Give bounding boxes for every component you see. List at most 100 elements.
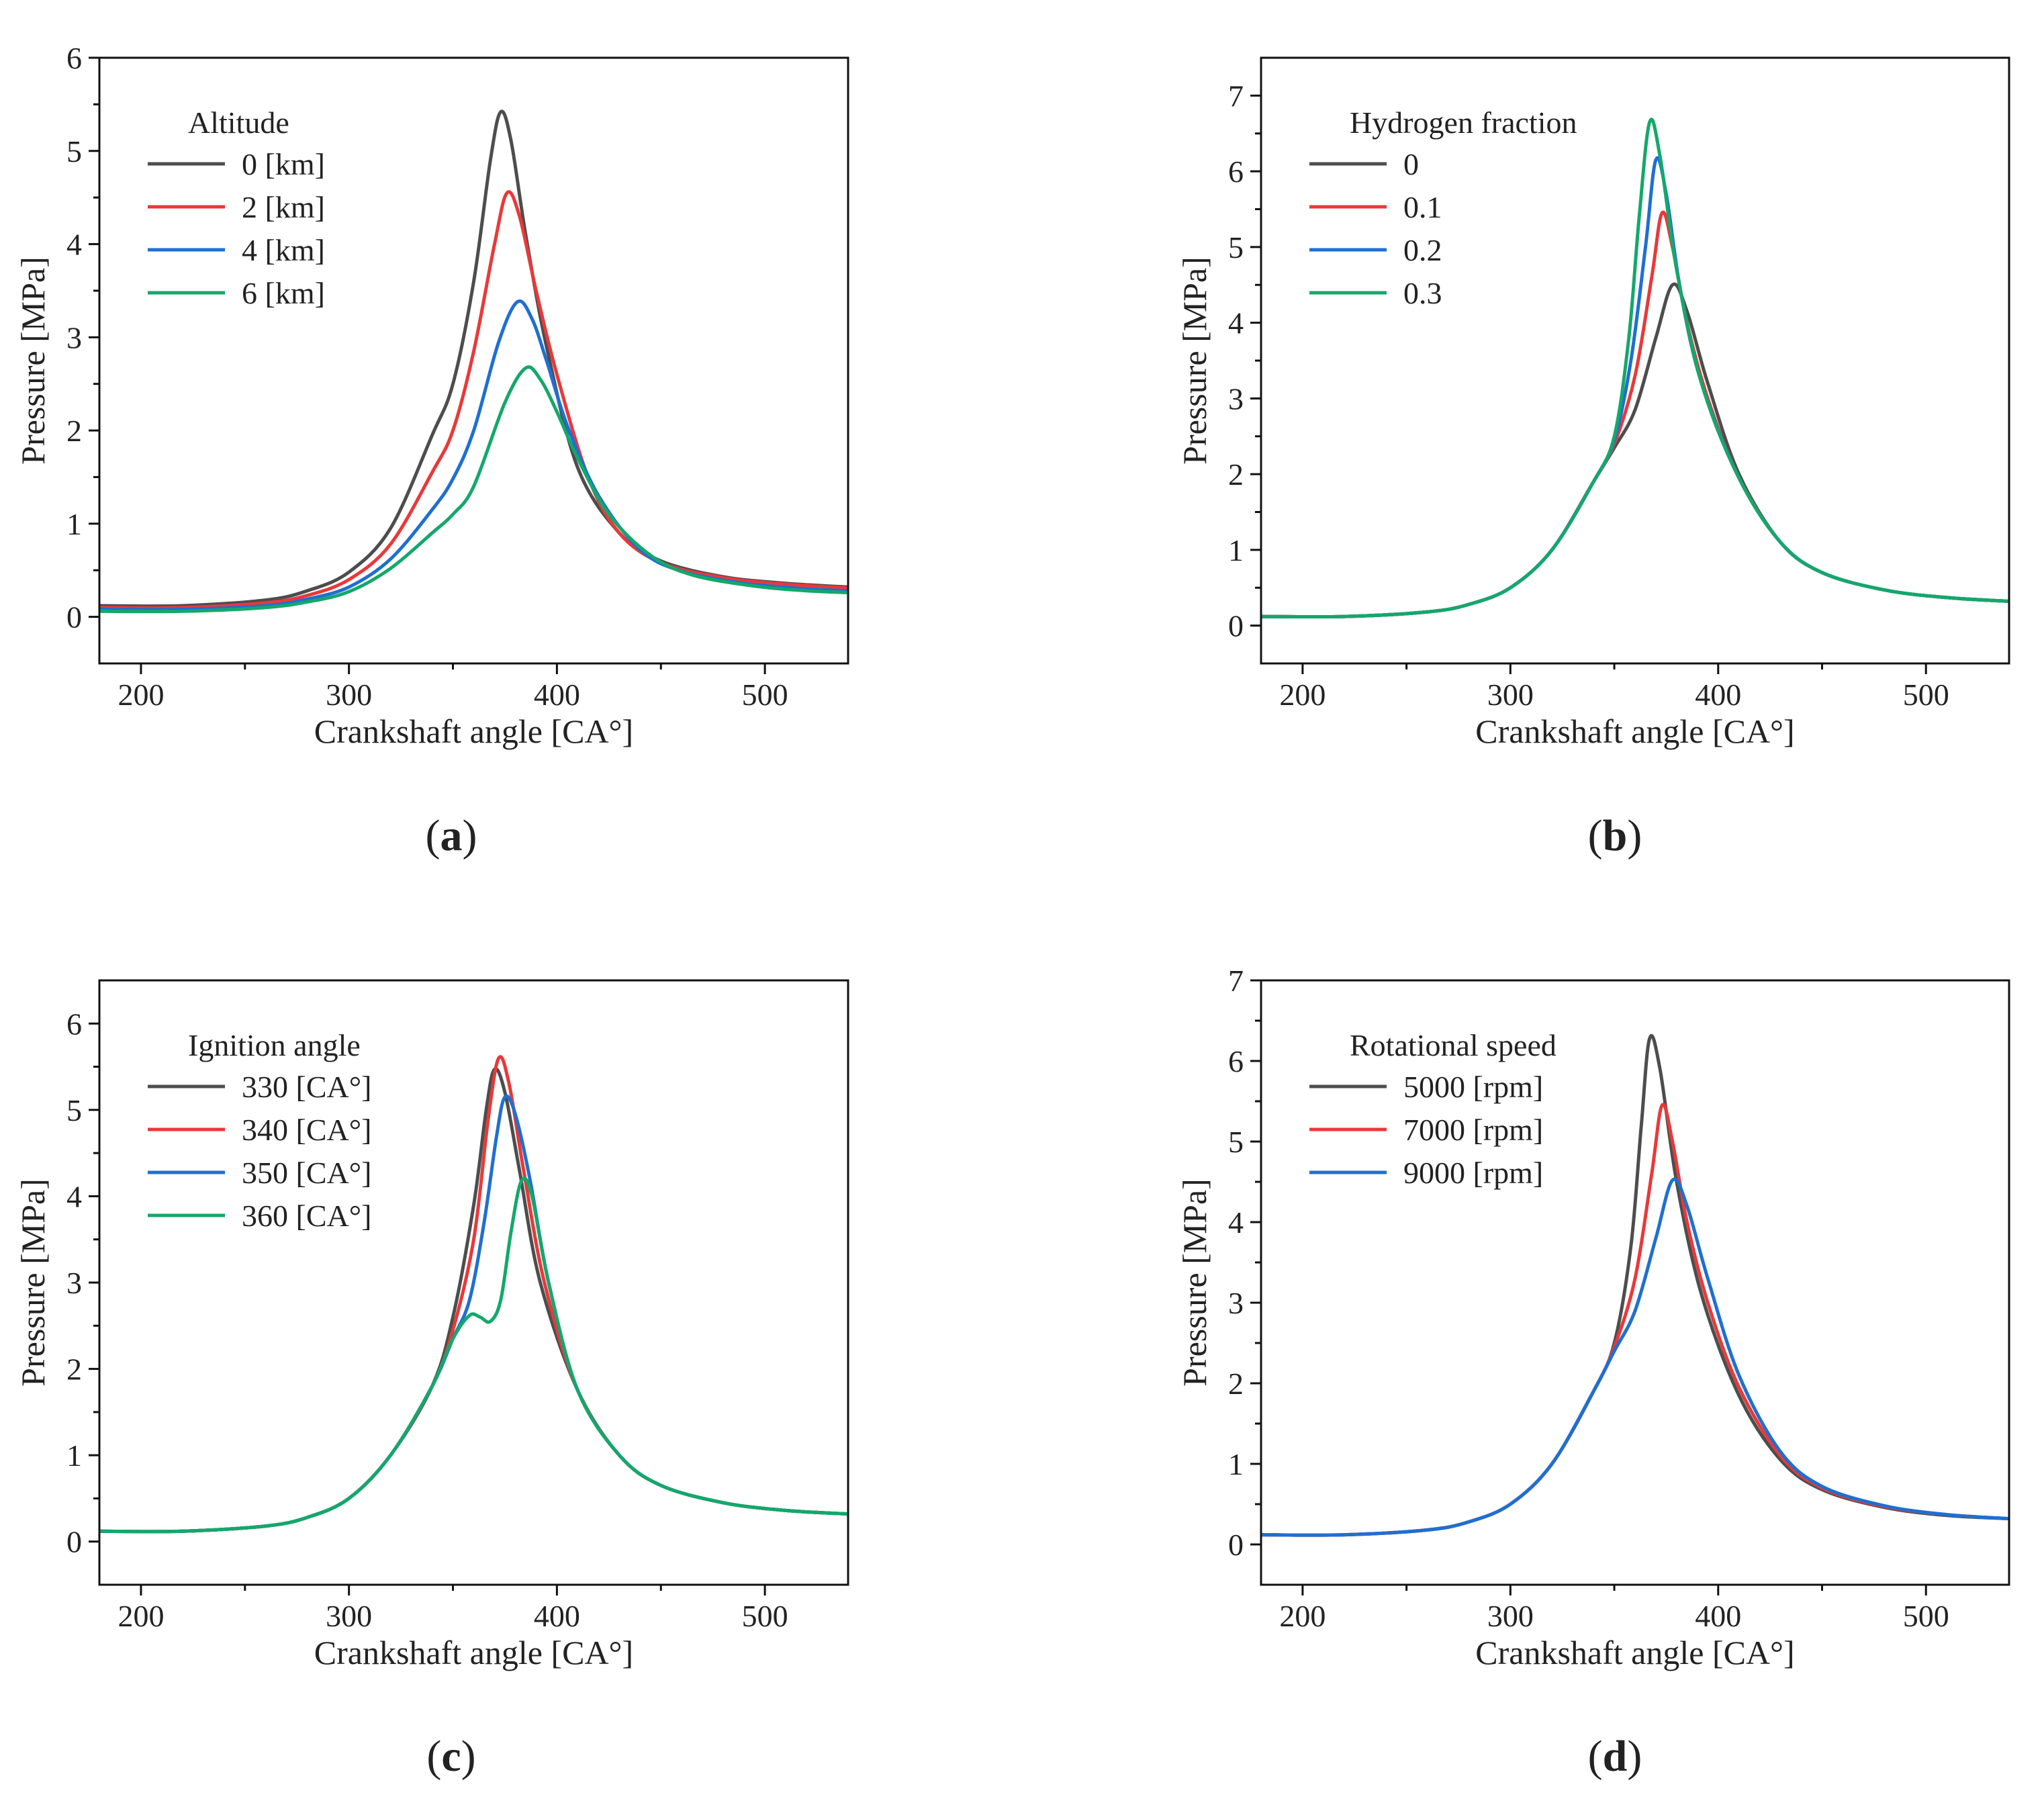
chart-c-legend-title: Ignition angle <box>188 1028 361 1062</box>
chart-b: 200 300 400 500 0 1 2 3 4 5 6 7 Crankshaft angle [CA… <box>1176 56 2010 860</box>
chart-c-legend-label-2: 340 [CA°] <box>242 1113 371 1147</box>
chart-d-ytick-label-5: 5 <box>1228 1125 1244 1159</box>
chart-b-ytick-label-5: 5 <box>1228 230 1244 265</box>
chart-b-xtick-label-500: 500 <box>1903 678 1949 712</box>
chart-c-legend: Ignition angle 330 [CA°] 340 [CA°] 350 [CA°… <box>148 1028 371 1233</box>
chart-b-ytick-label-4: 4 <box>1228 306 1244 340</box>
chart-d-xtick-label-200: 200 <box>1279 1599 1326 1633</box>
chart-b-series-group <box>1261 118 2009 619</box>
chart-a-xtick-label-300: 300 <box>326 678 372 712</box>
chart-a-legend-title: Altitude <box>188 105 289 140</box>
chart-c-xtick-label-200: 200 <box>118 1599 164 1633</box>
chart-a-series-group <box>99 109 848 614</box>
chart-d-ytick-label-3: 3 <box>1228 1286 1244 1320</box>
chart-c-legend-label-3: 350 [CA°] <box>242 1156 371 1190</box>
chart-b-panel-label-close: ) <box>1627 811 1642 860</box>
chart-b-xtick-label-200: 200 <box>1279 678 1326 712</box>
chart-d: 200 300 400 500 0 1 2 3 4 5 6 7 Crankshaft angle [CA… <box>1176 964 2010 1781</box>
chart-d-y-axis-label: Pressure [MPa] <box>1176 1178 1213 1387</box>
chart-d-xtick-label-300: 300 <box>1487 1599 1534 1633</box>
chart-b-panel-label-open: ( <box>1588 811 1603 860</box>
chart-c-ytick-label-4: 4 <box>66 1179 82 1213</box>
chart-c-xtick-label-500: 500 <box>742 1599 788 1633</box>
chart-d-xtick-label-400: 400 <box>1695 1599 1741 1633</box>
chart-a-legend-label-1: 0 [km] <box>242 147 325 181</box>
chart-c-panel-label: (c) <box>426 1732 475 1781</box>
chart-c-y-axis-label: Pressure [MPa] <box>14 1178 52 1387</box>
chart-a-series-4-line <box>99 365 848 614</box>
chart-a-ytick-label-1: 1 <box>66 507 82 541</box>
chart-a-ytick-label-5: 5 <box>66 134 82 169</box>
chart-c: 200 300 400 500 0 1 2 3 4 5 6 Crankshaft angle [CA°… <box>14 979 849 1781</box>
chart-b-ytick-label-6: 6 <box>1228 154 1244 189</box>
chart-c-ytick-label-1: 1 <box>66 1438 82 1473</box>
chart-b-legend-label-3: 0.2 <box>1403 233 1442 267</box>
chart-a-panel-label-open: ( <box>426 811 440 860</box>
chart-d-ytick-label-6: 6 <box>1228 1044 1244 1078</box>
chart-a-xtick-label-400: 400 <box>534 678 580 712</box>
chart-c-ytick-label-6: 6 <box>66 1007 82 1041</box>
chart-a-plot-frame <box>98 56 849 665</box>
chart-c-ytick-label-3: 3 <box>66 1266 82 1300</box>
chart-b-x-axis-label: Crankshaft angle [CA°] <box>1475 712 1794 750</box>
chart-b-legend-title: Hydrogen fraction <box>1350 105 1577 140</box>
chart-b-legend-label-1: 0 <box>1403 147 1419 181</box>
chart-a-panel-label-close: ) <box>463 811 477 860</box>
chart-d-plot-frame <box>1260 979 2010 1586</box>
chart-d-panel-label: (d) <box>1588 1732 1642 1781</box>
chart-d-series-group <box>1261 1033 2009 1537</box>
chart-c-legend-label-1: 330 [CA°] <box>242 1070 371 1104</box>
chart-a-y-axis-label: Pressure [MPa] <box>14 257 52 465</box>
chart-c-xtick-label-400: 400 <box>534 1599 580 1633</box>
chart-b-series-4-line <box>1261 118 2009 619</box>
chart-a-ytick-label-4: 4 <box>66 228 82 262</box>
chart-a-ytick-label-3: 3 <box>66 320 82 355</box>
chart-d-panel-label-close: ) <box>1627 1732 1642 1781</box>
chart-d-panel-label-letter: d <box>1603 1732 1628 1781</box>
chart-b-ytick-label-1: 1 <box>1228 533 1244 567</box>
chart-d-x-axis-label: Crankshaft angle [CA°] <box>1475 1634 1794 1671</box>
chart-b-xtick-label-400: 400 <box>1695 678 1741 712</box>
chart-a: 200 300 400 500 0 1 2 3 4 5 6 Crankshaft angle [CA°… <box>14 41 849 860</box>
chart-b-legend-label-4: 0.3 <box>1403 276 1442 310</box>
chart-b-legend-label-2: 0.1 <box>1403 190 1442 224</box>
chart-b-xtick-label-300: 300 <box>1487 678 1534 712</box>
chart-b-ytick-label-7: 7 <box>1228 79 1244 113</box>
chart-d-ytick-label-0: 0 <box>1228 1528 1244 1562</box>
chart-d-ytick-label-4: 4 <box>1228 1205 1244 1240</box>
chart-b-y-axis-label: Pressure [MPa] <box>1176 257 1213 465</box>
chart-b-panel-label-letter: b <box>1603 811 1628 860</box>
chart-c-panel-label-open: ( <box>426 1732 441 1781</box>
chart-a-legend-label-2: 2 [km] <box>242 190 325 224</box>
chart-d-legend-label-1: 5000 [rpm] <box>1403 1070 1543 1104</box>
chart-d-ytick-label-2: 2 <box>1228 1366 1244 1401</box>
chart-c-panel-label-close: ) <box>461 1732 476 1781</box>
chart-a-legend: Altitude 0 [km] 2 [km] 4 [km] 6 [km] <box>148 105 325 310</box>
chart-c-x-axis-label: Crankshaft angle [CA°] <box>314 1634 633 1671</box>
chart-b-legend: Hydrogen fraction 0 0.1 0.2 0.3 <box>1309 105 1577 310</box>
chart-d-legend-label-3: 9000 [rpm] <box>1403 1156 1543 1190</box>
chart-c-ytick-label-2: 2 <box>66 1352 82 1387</box>
chart-a-ytick-label-2: 2 <box>66 414 82 448</box>
chart-a-ytick-label-6: 6 <box>66 41 82 75</box>
chart-b-panel-label: (b) <box>1588 811 1642 860</box>
chart-c-ytick-label-0: 0 <box>66 1525 82 1559</box>
chart-c-xtick-label-300: 300 <box>326 1599 372 1633</box>
chart-b-ytick-label-3: 3 <box>1228 381 1244 416</box>
chart-c-panel-label-letter: c <box>441 1732 461 1781</box>
chart-d-xtick-label-500: 500 <box>1903 1599 1949 1633</box>
chart-a-legend-label-3: 4 [km] <box>242 233 325 267</box>
chart-b-ytick-label-2: 2 <box>1228 457 1244 492</box>
chart-a-xtick-label-200: 200 <box>118 678 164 712</box>
chart-a-ytick-label-0: 0 <box>66 600 82 635</box>
chart-d-ytick-label-7: 7 <box>1228 964 1244 998</box>
chart-a-x-axis-label: Crankshaft angle [CA°] <box>314 712 633 750</box>
chart-d-ytick-label-1: 1 <box>1228 1447 1244 1481</box>
chart-c-series-4-line <box>99 1176 848 1534</box>
chart-a-panel-label: (a) <box>426 811 477 860</box>
chart-d-series-3-line <box>1261 1177 2009 1537</box>
chart-c-ytick-label-5: 5 <box>66 1093 82 1127</box>
chart-c-legend-label-4: 360 [CA°] <box>242 1199 371 1233</box>
